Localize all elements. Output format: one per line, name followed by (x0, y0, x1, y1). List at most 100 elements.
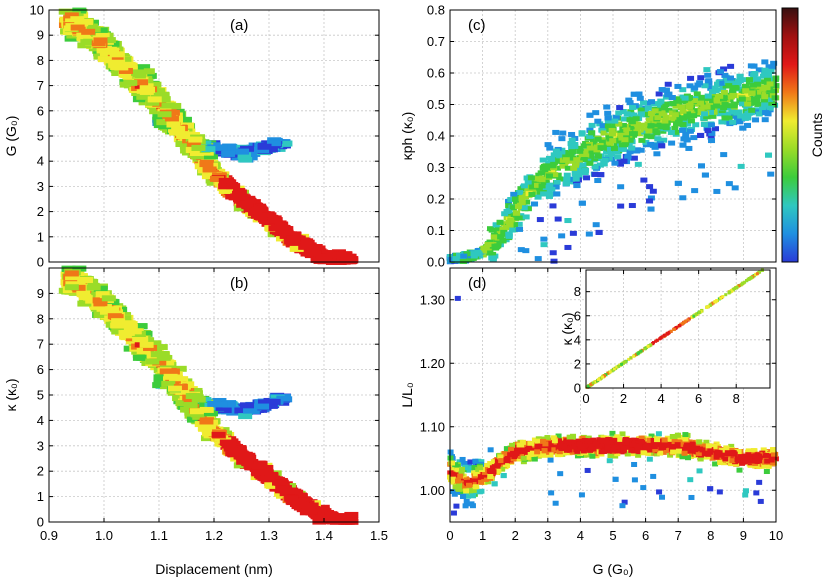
heatmap-cell (261, 477, 276, 484)
heatmap-cell (606, 141, 614, 147)
heatmap-cell (761, 101, 769, 107)
heatmap-cell (571, 143, 579, 149)
heatmap-cell (494, 226, 502, 232)
heatmap-cell (669, 116, 677, 122)
heatmap-cell (660, 105, 668, 111)
heatmap-cell (202, 166, 217, 173)
heatmap-cell (582, 152, 590, 158)
heatmap-cells (58, 265, 359, 525)
heatmap-cell (672, 129, 680, 135)
heatmap-cell (643, 133, 651, 139)
heatmap-cell (163, 373, 178, 380)
x-tick-label: 1.5 (370, 528, 388, 543)
heatmap-cell (766, 97, 774, 103)
heatmap-cell (538, 177, 546, 183)
y-tick-label: 6 (37, 362, 44, 377)
heatmap-cell (594, 118, 602, 124)
heatmap-cell (744, 101, 752, 107)
y-tick-label: 0.3 (427, 160, 445, 175)
heatmap-cell (546, 191, 554, 197)
heatmap-cell (549, 250, 557, 256)
heatmap-cell (625, 130, 633, 136)
heatmap-cell (456, 252, 464, 258)
heatmap-cell (683, 137, 691, 143)
heatmap-cell (520, 183, 528, 189)
heatmap-cell (764, 73, 772, 79)
heatmap-cell (640, 127, 648, 133)
heatmap-cell (484, 245, 492, 251)
heatmap-cell (721, 72, 729, 78)
heatmap-cell (562, 181, 570, 187)
heatmap-cell (621, 137, 629, 143)
heatmap-cell (139, 83, 154, 90)
heatmap-cell (191, 396, 206, 403)
heatmap-cell (754, 93, 762, 99)
heatmap-cell (542, 185, 550, 191)
heatmap-cell (638, 137, 646, 143)
heatmap-cell (175, 141, 190, 148)
heatmap-cell (64, 270, 79, 277)
heatmap-cell (118, 67, 133, 74)
heatmap-cell (553, 179, 561, 185)
y-tick-label: 2 (37, 204, 44, 219)
heatmap-cell (604, 119, 612, 125)
heatmap-cell (729, 109, 737, 115)
heatmap-cell (698, 94, 706, 100)
heatmap-cell (289, 245, 304, 252)
heatmap-cell (623, 127, 631, 133)
y-tick-label: 3 (37, 179, 44, 194)
heatmap-cell (143, 344, 158, 351)
heatmap-cell (736, 73, 744, 79)
heatmap-cell (604, 115, 612, 121)
heatmap-cell (653, 130, 661, 136)
heatmap-cell (180, 406, 195, 413)
heatmap-cell (516, 190, 524, 196)
heatmap-cell (139, 341, 154, 348)
heatmap-cell (147, 81, 162, 88)
y-tick-label: 7 (37, 78, 44, 93)
heatmap-cell (759, 106, 767, 112)
heatmap-cell (617, 132, 625, 138)
heatmap-cell (617, 184, 625, 190)
heatmap-cell (125, 338, 140, 345)
y-tick-label: 0 (37, 515, 44, 530)
heatmap-cell (704, 128, 712, 134)
heatmap-cell (263, 402, 278, 409)
heatmap-cell (763, 469, 770, 475)
heatmap-cell (558, 147, 566, 153)
heatmap-cell (335, 515, 350, 522)
heatmap-cell (502, 224, 510, 230)
heatmap-cell (199, 418, 214, 425)
heatmap-cell (586, 112, 594, 118)
heatmap-cell (74, 19, 89, 26)
heatmap-cell (767, 68, 775, 74)
heatmap-cell (633, 121, 641, 127)
heatmap-cell (559, 163, 567, 169)
heatmap-cell (188, 387, 203, 394)
heatmap-cell (93, 285, 108, 292)
y-tick-label: 0.8 (427, 3, 445, 18)
heatmap-cell (640, 100, 648, 106)
heatmap-cell (671, 125, 679, 131)
heatmap-cell (749, 96, 757, 102)
heatmap-cell (568, 149, 576, 155)
heatmap-cell (556, 176, 564, 182)
heatmap-cell (602, 139, 610, 145)
heatmap-cell (164, 115, 179, 122)
heatmap-cell (748, 86, 756, 92)
heatmap-cell (735, 78, 743, 84)
x-axis-label: Displacement (nm) (155, 561, 272, 577)
heatmap-cell (149, 108, 164, 115)
heatmap-cell (540, 191, 548, 197)
heatmap-cell (545, 173, 553, 179)
heatmap-cell (77, 300, 92, 307)
heatmap-cell (713, 97, 721, 103)
heatmap-cells (446, 59, 780, 265)
heatmap-cell (612, 114, 620, 120)
heatmap-cell (551, 172, 559, 178)
heatmap-cell (765, 152, 773, 158)
heatmap-cell (109, 51, 124, 58)
heatmap-cell (576, 145, 584, 151)
heatmap-cell (749, 82, 757, 88)
heatmap-cell (697, 132, 705, 138)
